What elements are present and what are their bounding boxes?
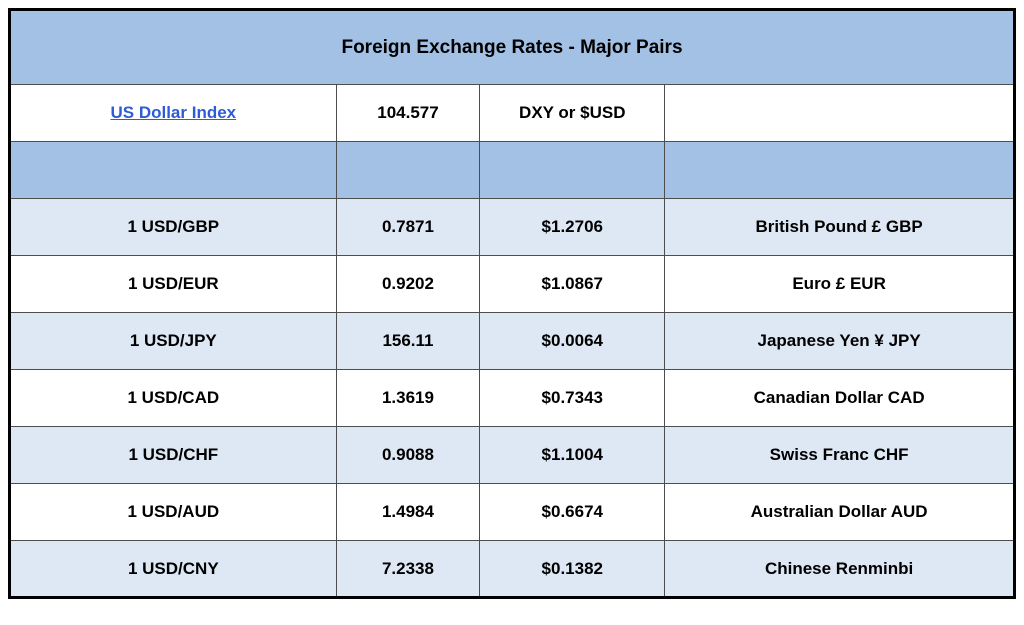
table-title: Foreign Exchange Rates - Major Pairs bbox=[9, 9, 1015, 85]
index-value-cell: 104.577 bbox=[335, 84, 481, 142]
pair-cell: 1 USD/AUD bbox=[9, 483, 337, 541]
rate-cell: 0.9202 bbox=[335, 255, 481, 313]
table-row-cad: 1 USD/CAD 1.3619 $0.7343 Canadian Dollar… bbox=[9, 369, 1015, 427]
rate-cell: 7.2338 bbox=[335, 540, 481, 598]
pair-cell: 1 USD/CAD bbox=[9, 369, 337, 427]
us-dollar-index-link[interactable]: US Dollar Index bbox=[110, 103, 237, 122]
spacer-cell bbox=[9, 141, 337, 199]
index-note-cell bbox=[664, 84, 1015, 142]
inverse-cell: $0.7343 bbox=[479, 369, 666, 427]
inverse-cell: $0.1382 bbox=[479, 540, 666, 598]
inverse-cell: $1.1004 bbox=[479, 426, 666, 484]
currency-name-cell: Swiss Franc CHF bbox=[664, 426, 1015, 484]
inverse-cell: $0.0064 bbox=[479, 312, 666, 370]
pair-cell: 1 USD/GBP bbox=[9, 198, 337, 256]
currency-name-cell: Australian Dollar AUD bbox=[664, 483, 1015, 541]
table-row-gbp: 1 USD/GBP 0.7871 $1.2706 British Pound £… bbox=[9, 198, 1015, 256]
rate-cell: 0.7871 bbox=[335, 198, 481, 256]
table-row-chf: 1 USD/CHF 0.9088 $1.1004 Swiss Franc CHF bbox=[9, 426, 1015, 484]
currency-name-cell: British Pound £ GBP bbox=[664, 198, 1015, 256]
currency-name-cell: Euro £ EUR bbox=[664, 255, 1015, 313]
pair-cell: 1 USD/CHF bbox=[9, 426, 337, 484]
table-row-jpy: 1 USD/JPY 156.11 $0.0064 Japanese Yen ¥ … bbox=[9, 312, 1015, 370]
table-row-aud: 1 USD/AUD 1.4984 $0.6674 Australian Doll… bbox=[9, 483, 1015, 541]
rate-cell: 1.3619 bbox=[335, 369, 481, 427]
table-title-row: Foreign Exchange Rates - Major Pairs bbox=[9, 9, 1015, 85]
inverse-cell: $1.2706 bbox=[479, 198, 666, 256]
currency-name-cell: Japanese Yen ¥ JPY bbox=[664, 312, 1015, 370]
table-row-eur: 1 USD/EUR 0.9202 $1.0867 Euro £ EUR bbox=[9, 255, 1015, 313]
pair-cell: 1 USD/CNY bbox=[9, 540, 337, 598]
rate-cell: 156.11 bbox=[335, 312, 481, 370]
inverse-cell: $0.6674 bbox=[479, 483, 666, 541]
us-dollar-index-row: US Dollar Index 104.577 DXY or $USD bbox=[9, 84, 1015, 142]
pair-cell: 1 USD/JPY bbox=[9, 312, 337, 370]
spacer-cell bbox=[664, 141, 1015, 199]
rate-cell: 1.4984 bbox=[335, 483, 481, 541]
spacer-row bbox=[9, 141, 1015, 199]
fx-rates-table: Foreign Exchange Rates - Major Pairs US … bbox=[8, 8, 1016, 599]
index-label-cell: US Dollar Index bbox=[9, 84, 337, 142]
currency-name-cell: Canadian Dollar CAD bbox=[664, 369, 1015, 427]
rate-cell: 0.9088 bbox=[335, 426, 481, 484]
inverse-cell: $1.0867 bbox=[479, 255, 666, 313]
table-row-cny: 1 USD/CNY 7.2338 $0.1382 Chinese Renminb… bbox=[9, 540, 1015, 598]
index-symbol-cell: DXY or $USD bbox=[479, 84, 666, 142]
currency-name-cell: Chinese Renminbi bbox=[664, 540, 1015, 598]
spacer-cell bbox=[479, 141, 666, 199]
spacer-cell bbox=[335, 141, 481, 199]
pair-cell: 1 USD/EUR bbox=[9, 255, 337, 313]
